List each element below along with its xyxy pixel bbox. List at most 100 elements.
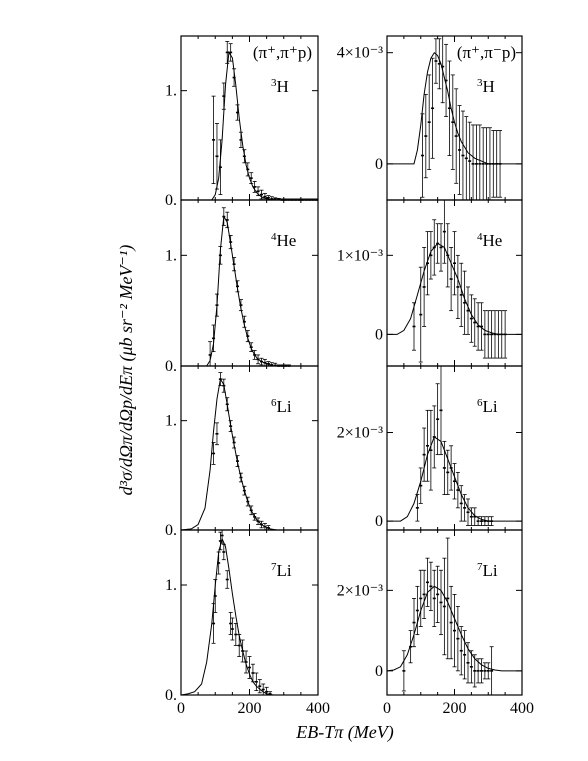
y-tick-label: 1.: [165, 247, 177, 264]
mass-number: 6: [271, 397, 277, 409]
data-point: [446, 471, 450, 474]
data-point: [246, 500, 250, 503]
element-symbol: Li: [483, 561, 498, 580]
data-point: [493, 333, 497, 336]
element-symbol: Li: [483, 397, 498, 416]
data-point: [429, 585, 433, 588]
y-tick-label: 1.: [165, 577, 177, 594]
data-point: [488, 163, 492, 165]
data-point: [242, 155, 246, 158]
data-point: [447, 107, 451, 110]
panel-3H-col0: 0. 1. 3H (π⁺,π⁺p): [165, 35, 319, 209]
data-point: [424, 135, 428, 137]
data-point: [466, 662, 470, 664]
data-point: [429, 254, 433, 257]
data-point: [263, 525, 267, 528]
data-point: [244, 661, 248, 663]
mass-number: 6: [477, 397, 483, 409]
element-symbol: Li: [277, 397, 292, 416]
data-point: [476, 520, 480, 522]
data-point: [263, 195, 267, 198]
x-tick-label: 200: [238, 700, 262, 717]
y-tick-label: 1.: [165, 83, 177, 100]
data-point: [229, 622, 233, 625]
data-point: [500, 333, 504, 336]
data-point: [254, 681, 258, 683]
y-tick-label: 0.: [165, 358, 177, 375]
data-point: [266, 527, 270, 529]
data-point: [222, 95, 226, 97]
data-point: [429, 449, 433, 452]
data-point: [218, 540, 222, 542]
data-point: [456, 286, 460, 288]
y-tick-label: 2×10⁻³: [337, 582, 383, 599]
data-point: [420, 154, 424, 157]
data-point: [486, 333, 490, 336]
y-tick-label: 0: [375, 156, 383, 173]
data-point: [485, 163, 489, 165]
data-point: [229, 425, 233, 427]
data-point: [246, 335, 250, 337]
panel-4He-col0: 0. 1. 4He: [165, 199, 319, 375]
data-point: [236, 460, 240, 462]
data-point: [422, 286, 426, 288]
data-point: [456, 637, 460, 640]
data-point: [486, 670, 490, 672]
data-point: [241, 650, 245, 652]
y-tick-label: 0: [375, 663, 383, 680]
nucleus-label: 6Li: [271, 397, 292, 416]
y-tick-label: 0.: [165, 522, 177, 539]
data-point: [215, 304, 219, 306]
data-point: [253, 354, 257, 356]
data-point: [426, 444, 429, 447]
mass-number: 7: [477, 561, 483, 573]
mass-number: 4: [477, 231, 483, 243]
fit-curve: [180, 377, 277, 531]
data-point: [251, 672, 255, 674]
x-tick-label: 400: [306, 700, 330, 717]
data-point: [256, 190, 260, 193]
data-point: [217, 562, 221, 564]
data-point: [426, 581, 429, 584]
data-point: [464, 157, 468, 160]
data-point: [480, 325, 483, 328]
data-point: [473, 515, 477, 518]
y-tick-label: 0.: [165, 687, 177, 704]
data-point: [449, 278, 453, 280]
data-point: [456, 489, 460, 491]
data-point: [466, 309, 470, 312]
data-point: [415, 609, 419, 612]
data-point: [234, 633, 238, 636]
data-point: [463, 507, 467, 509]
data-point: [436, 242, 440, 245]
data-point: [436, 418, 440, 420]
panel-frame: [180, 199, 319, 367]
data-point: [239, 139, 243, 141]
data-point: [419, 484, 423, 487]
data-point: [229, 241, 233, 243]
data-point: [449, 621, 453, 624]
x-tick-label: 200: [443, 700, 467, 717]
data-point: [476, 670, 480, 672]
data-point: [232, 76, 236, 79]
data-point: [225, 403, 229, 406]
reaction-label: (π⁺,π⁺p): [253, 43, 312, 62]
data-point: [258, 685, 262, 687]
data-point: [469, 515, 473, 518]
data-point: [473, 321, 477, 324]
y-axis-title: d³σ/dΩπ/dΩp/dEπ (μb sr⁻² MeV⁻¹): [116, 245, 137, 496]
data-point: [432, 436, 436, 438]
data-point: [422, 453, 426, 456]
x-tick-label: 0: [177, 700, 185, 717]
panel-4He-col1: 0 1×10⁻³ 4He: [337, 199, 523, 367]
data-point: [266, 362, 270, 365]
data-point: [463, 301, 467, 304]
mass-number: 3: [271, 77, 277, 89]
data-point: [412, 325, 416, 328]
data-point: [229, 51, 233, 54]
data-point: [476, 325, 480, 328]
nucleus-label: 7Li: [477, 561, 498, 580]
data-point: [239, 304, 243, 306]
data-point: [469, 666, 473, 668]
element-symbol: H: [277, 77, 289, 96]
